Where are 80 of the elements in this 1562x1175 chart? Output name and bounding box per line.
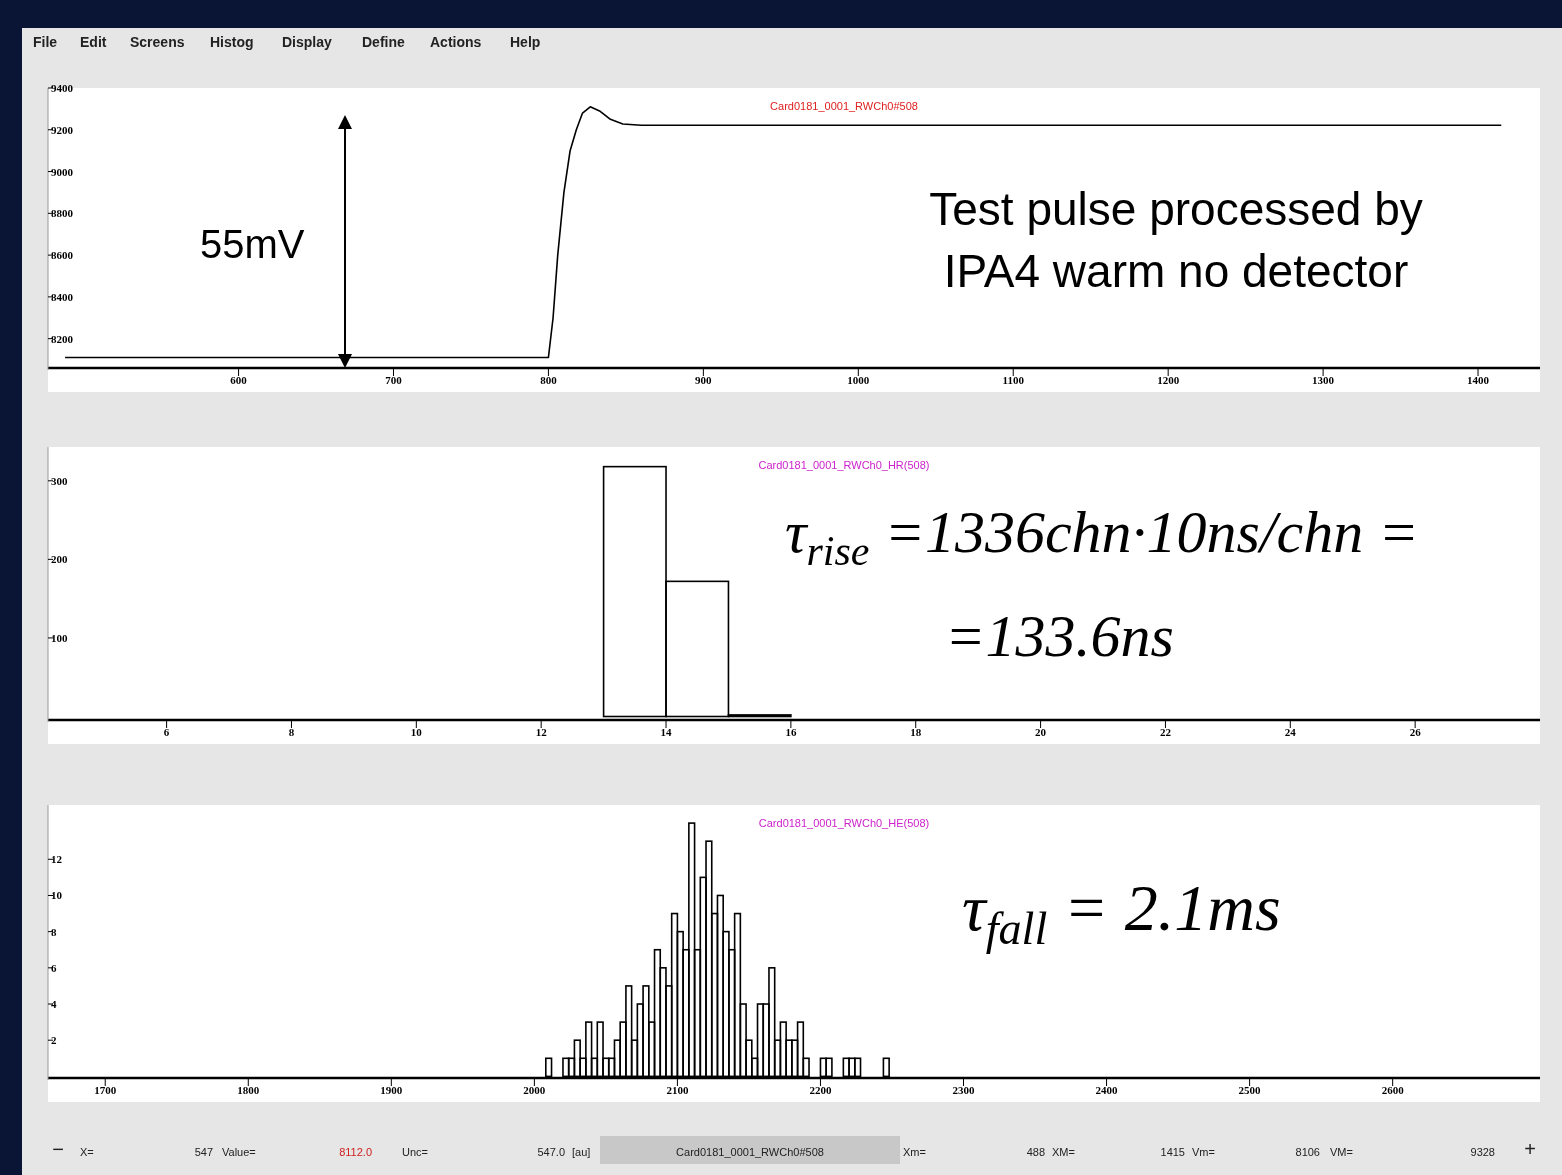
text: 547.0 — [537, 1146, 565, 1158]
y-tick-label: 8200 — [51, 332, 74, 345]
x-tick-label: 18 — [910, 726, 922, 738]
y-tick-label: 8400 — [51, 290, 74, 303]
text: Define — [362, 34, 405, 50]
x-tick-label: 1700 — [94, 1084, 117, 1096]
x-tick-label: 1100 — [1002, 374, 1025, 386]
text: Card0181_0001_RWCh0_HR(508) — [758, 459, 930, 471]
text: 547 — [194, 1146, 213, 1158]
text: 488 — [1026, 1146, 1045, 1158]
annotation: Test pulse processed by IPA4 warm no detector — [929, 183, 1423, 297]
x-tick-label: 900 — [695, 374, 713, 386]
x-tick-label: 2400 — [1095, 1084, 1119, 1096]
text: X= — [80, 1146, 94, 1158]
x-tick-label: 2000 — [523, 1084, 546, 1096]
x-tick-label: 2300 — [952, 1084, 976, 1096]
x-tick-label: 1300 — [1312, 374, 1335, 386]
text: 8112.0 — [339, 1146, 372, 1158]
text: Card0181_0001_RWCh0_HE(508) — [758, 817, 930, 829]
text: Display — [282, 34, 333, 50]
text: 8106 — [1295, 1146, 1320, 1158]
y-tick-label: 2 — [51, 1034, 57, 1047]
text: Value= — [222, 1146, 256, 1158]
x-tick-label: 600 — [230, 374, 248, 386]
x-tick-label: 6 — [163, 726, 170, 738]
text: Card0181_0001_RWCh0#508 — [676, 1146, 824, 1158]
x-tick-label: 20 — [1035, 726, 1047, 738]
y-tick-label: 4 — [51, 998, 57, 1011]
text: Histog — [210, 34, 254, 50]
x-tick-label: 800 — [540, 374, 558, 386]
text: Unc= — [402, 1146, 428, 1158]
text: File — [33, 34, 58, 50]
x-tick-label: 2100 — [666, 1084, 689, 1096]
text: Vm= — [1192, 1146, 1215, 1158]
text: − — [52, 1138, 64, 1160]
annotation: τ$_{fall}$ = 2.1ms — [962, 871, 1281, 954]
x-tick-label: 24 — [1284, 726, 1297, 738]
x-tick-label: 26 — [1409, 726, 1422, 738]
x-tick-label: 12 — [535, 726, 548, 738]
x-tick-label: 2600 — [1381, 1084, 1405, 1096]
y-tick-label: 12 — [51, 853, 63, 866]
x-tick-label: 1800 — [237, 1084, 260, 1096]
x-tick-label: 2500 — [1238, 1084, 1262, 1096]
y-tick-label: 10 — [51, 889, 63, 902]
y-tick-label: 9400 — [51, 82, 74, 94]
y-tick-label: 9200 — [51, 123, 74, 136]
x-tick-label: 10 — [410, 726, 423, 738]
text: Screens — [130, 34, 185, 50]
y-tick-label: 100 — [51, 631, 68, 644]
text: Actions — [430, 34, 482, 50]
text: 9328 — [1470, 1146, 1495, 1158]
text: Xm= — [903, 1146, 926, 1158]
x-tick-label: 1400 — [1467, 374, 1490, 386]
x-tick-label: 700 — [385, 374, 403, 386]
y-tick-label: 200 — [51, 553, 68, 566]
y-tick-label: 9000 — [51, 165, 74, 178]
annotation: =133.6ns — [945, 603, 1174, 669]
annotation: τ$_{rise}$ =1336chn·10ns/chn = — [785, 499, 1419, 574]
y-tick-label: 8 — [51, 925, 57, 938]
x-tick-label: 1900 — [380, 1084, 403, 1096]
y-tick-label: 6 — [51, 961, 57, 974]
x-tick-label: 22 — [1159, 726, 1172, 738]
text: Help — [510, 34, 541, 50]
y-tick-label: 300 — [51, 474, 68, 487]
text: + — [1524, 1138, 1536, 1160]
y-tick-label: 8600 — [51, 249, 74, 262]
text: Edit — [80, 34, 107, 50]
text: Card0181_0001_RWCh0#508 — [770, 100, 918, 112]
x-tick-label: 1200 — [1157, 374, 1180, 386]
annotation: 55mV — [200, 222, 305, 266]
text: [au] — [572, 1146, 591, 1158]
y-tick-label: 8800 — [51, 207, 74, 220]
x-tick-label: 2200 — [809, 1084, 832, 1096]
text: XM= — [1052, 1146, 1075, 1158]
x-tick-label: 16 — [785, 726, 797, 738]
x-tick-label: 1000 — [847, 374, 870, 386]
text: 1415 — [1160, 1146, 1185, 1158]
x-tick-label: 8 — [288, 726, 295, 738]
text: VM= — [1330, 1146, 1353, 1158]
x-tick-label: 14 — [660, 726, 673, 738]
